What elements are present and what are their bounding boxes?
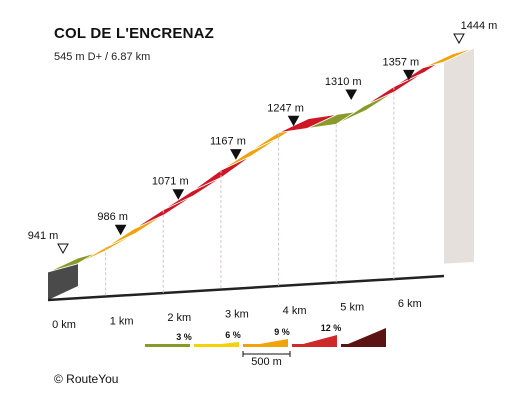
gradient-legend: 3 % 6 % 9 % 12 % 500 m [145,323,386,368]
legend-swatch [341,328,386,347]
chart-title: COL DE L'ENCRENAZ [54,25,215,42]
credit-text: © RouteYou [54,372,119,386]
legend-swatch-base [145,344,190,347]
km-tick-label: 6 km [398,298,422,310]
profile-body [47,48,474,302]
elevation-marker-triangle [57,243,69,255]
km-tick-label: 0 km [52,319,76,331]
legend-swatch-base [194,344,239,347]
elevation-marker-triangle [172,189,185,200]
elevation-marker-triangle [453,33,465,45]
elevation-marker-label: 986 m [97,211,128,223]
legend-label: 3 % [176,332,192,342]
elevation-markers: 941 m 986 m 1071 m 1167 m 1247 m 1310 m 1357 m… [28,20,498,255]
elevation-marker-label: 1310 m [325,76,362,88]
elevation-marker-triangle [403,69,415,81]
elevation-marker-label: 1357 m [382,56,419,68]
legend-label: 9 % [274,327,290,337]
profile-front-wall [48,62,444,301]
legend-swatch-base [243,344,288,347]
elevation-marker-label: 1071 m [152,176,189,188]
chart-subtitle: 545 m D+ / 6.87 km [54,51,151,63]
km-tick-label: 1 km [110,316,134,328]
km-tick-label: 3 km [225,309,249,321]
elevation-marker-triangle [287,115,300,127]
km-tick-label: 5 km [340,302,364,314]
elevation-marker-label: 1247 m [267,102,304,114]
elevation-marker-label: 1444 m [461,20,498,32]
elevation-marker-label: 1167 m [210,136,246,148]
km-ticks: 0 km 1 km 2 km 3 km 4 km 5 km 6 km [52,86,422,331]
elevation-marker-triangle [345,89,358,101]
legend-label: 6 % [225,330,241,340]
profile-base-line [47,274,445,302]
elevation-marker-label: 941 m [28,230,59,242]
km-tick-label: 2 km [167,312,191,324]
legend-label: 12 % [321,323,342,333]
km-tick-label: 4 km [283,305,307,317]
legend-swatch-base [341,344,386,347]
legend-swatch-base [292,344,337,347]
elevation-marker-triangle [114,224,127,236]
elevation-marker-triangle [230,149,242,160]
gradient-band [422,47,475,69]
scale-bar-label: 500 m [251,356,282,368]
